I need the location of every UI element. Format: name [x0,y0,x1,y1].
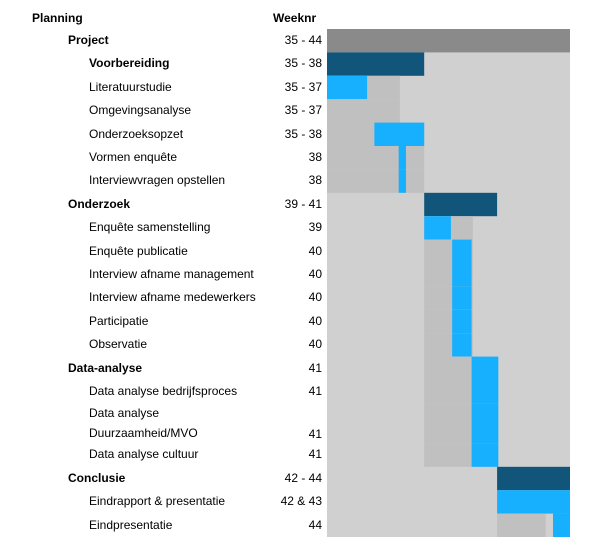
row-weeks: 39 - 41 [284,196,322,211]
row-label: Onderzoeksopzet [89,126,184,141]
task-bar [398,146,406,170]
row-weeks: 40 [308,243,322,258]
row-label: Observatie [89,337,148,352]
row-label: Eindpresentatie [89,517,173,532]
weeknr-header: Weeknr [273,11,317,25]
task-bar [374,122,425,146]
row-label: Data analyse Duurzaamheid/MVO [89,406,198,441]
row-label: Data analyse cultuur [89,447,199,462]
row-weeks: 42 & 43 [280,494,322,509]
row-label: Project [68,33,109,47]
row-weeks: 42 - 44 [284,470,322,485]
planning-header: Planning [32,11,83,25]
span-shade [327,99,400,123]
row-weeks: 40 [308,267,322,281]
row-weeks: 40 [308,313,322,328]
row-label: Vormen enquête [89,150,178,164]
row-label: Conclusie [68,470,126,485]
row-weeks: 41 [308,360,322,375]
row-label: Voorbereiding [89,56,170,71]
span-shade [327,169,425,193]
row-label: Interviewvragen opstellen [89,173,226,188]
row-weeks: 35 - 37 [284,79,322,94]
row-weeks: 35 - 38 [284,56,322,71]
group-bar [327,29,570,53]
task-bar [471,403,499,444]
task-bar [327,75,368,100]
task-bar [497,490,570,514]
row-weeks: 40 [308,290,322,305]
row-label: Interview afname medewerkers [89,290,256,305]
row-label: Participatie [89,313,149,328]
row-weeks: 40 [308,337,322,352]
row-weeks: 38 [308,173,322,188]
row-label: Interview afname management [89,267,254,281]
task-bar [452,333,472,357]
row-weeks: 35 - 37 [284,103,322,118]
task-bar [424,216,451,240]
row-weeks: 41 [308,427,322,442]
task-bar [452,239,472,263]
row-weeks: 44 [308,517,322,532]
row-label: Literatuurstudie [89,79,172,94]
row-label: Eindrapport & presentatie [89,494,226,509]
row-weeks: 35 - 44 [284,33,322,47]
row-label: Data analyse bedrijfsproces [89,384,238,398]
task-bar [452,263,472,287]
span-shade [497,513,546,537]
phase-bar [327,52,425,76]
phase-bar [497,466,570,491]
task-bar [471,356,499,380]
row-weeks: 39 [308,220,322,235]
row-weeks: 41 [308,384,322,398]
row-label: Omgevingsanalyse [89,103,192,118]
row-weeks: 38 [308,150,322,164]
phase-bar [424,192,498,217]
task-bar [452,286,472,310]
row-label: Enquête samenstelling [89,220,211,235]
task-bar [452,309,472,334]
task-bar [398,169,406,193]
task-bar [552,513,570,537]
task-bar [471,443,499,467]
row-label: Data-analyse [68,360,143,375]
row-label: Enquête publicatie [89,243,188,258]
span-shade [327,146,425,170]
row-weeks: 35 - 38 [284,126,322,141]
row-label: Onderzoek [68,196,131,211]
row-weeks: 41 [308,447,322,462]
task-bar [471,380,499,404]
